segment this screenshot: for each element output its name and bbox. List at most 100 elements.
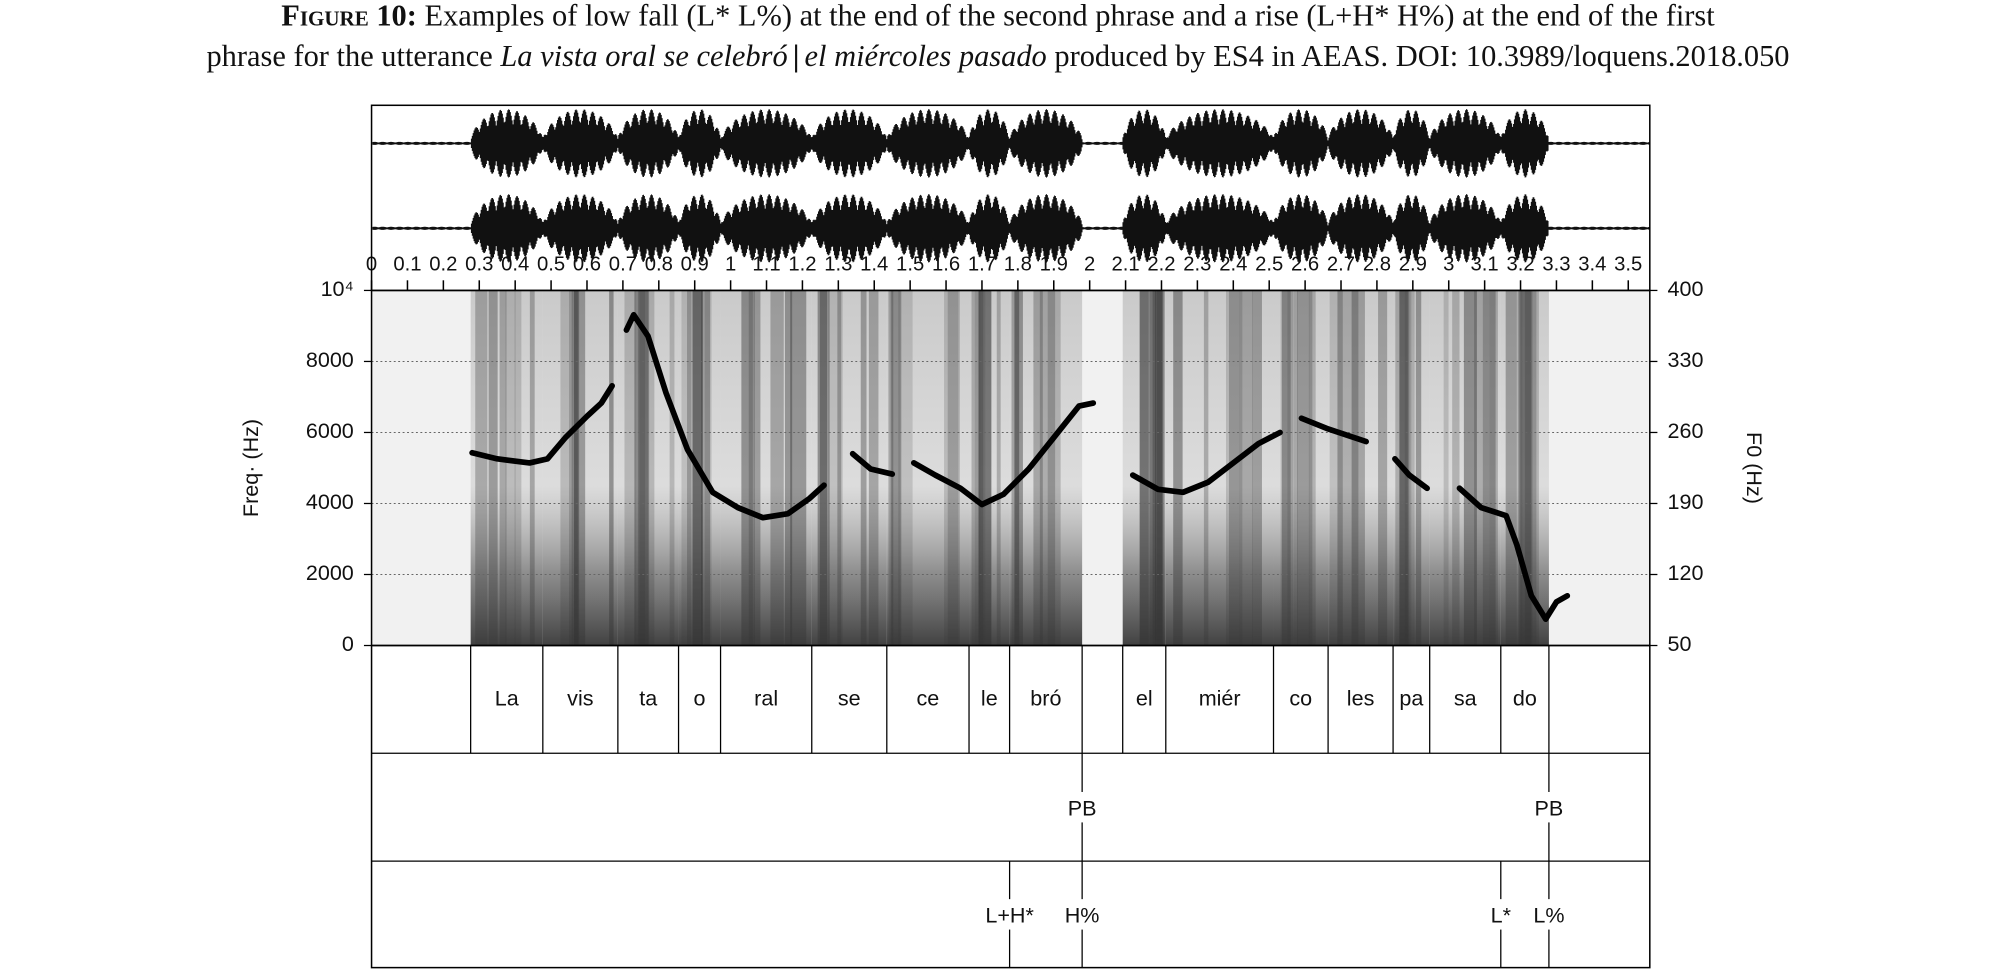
spectrogram-streak <box>529 290 535 646</box>
y-tick-label: 4000 <box>306 489 354 514</box>
spectrogram-streak <box>1293 290 1310 646</box>
spectrogram-streak <box>569 290 586 646</box>
spectrogram-streak <box>741 290 755 646</box>
spectrogram-streak <box>944 290 959 646</box>
spectrogram-streak <box>971 290 984 646</box>
x-tick-label: 0.8 <box>645 253 673 275</box>
syllable-label: co <box>1289 686 1312 711</box>
caption-separator: | <box>793 39 800 73</box>
spectrogram-band <box>542 290 618 646</box>
spectrogram-streak <box>1351 290 1359 646</box>
spectrogram-streak <box>1149 290 1164 646</box>
x-tick-label: 2.3 <box>1183 253 1211 275</box>
spectrogram-streak <box>1415 290 1422 646</box>
spectrogram-streak <box>1482 290 1498 646</box>
spectrogram-band <box>1500 290 1549 646</box>
tier-frame <box>370 644 1651 969</box>
spectrogram-band <box>1429 290 1501 646</box>
caption-label: Figure 10: <box>281 0 417 32</box>
caption-text: produced by ES4 in AEAS. DOI: 10.3989/lo… <box>1047 39 1790 73</box>
spectrogram-streak <box>1033 290 1043 646</box>
plot: 0 2000 4000 6000 8000 10⁴ 50 120 190 260 330 400 Fre… <box>238 104 1767 969</box>
caption-line: Figure 10: Examples of low fall (L* L%) … <box>281 0 1715 32</box>
spectrogram-streak <box>1517 290 1523 646</box>
spectrogram-streak <box>790 290 807 646</box>
spectrogram-streak <box>637 290 650 646</box>
x-tick-label: 1.1 <box>752 253 780 275</box>
x-tick-label: 2.2 <box>1147 253 1175 275</box>
spectrogram-streak <box>1047 290 1061 646</box>
x-tick-label: 0.2 <box>429 253 457 275</box>
spectrogram-streak <box>1139 290 1149 646</box>
x-tick-label: 2.8 <box>1363 253 1391 275</box>
spectrogram-band <box>1273 290 1329 646</box>
spectrogram-streak <box>1014 290 1020 646</box>
spectrogram-band <box>470 290 543 646</box>
spectrogram-streak <box>514 290 522 646</box>
spectrogram-streak <box>1505 290 1517 646</box>
syllable-label: vis <box>567 686 593 711</box>
spectrogram-streak <box>1139 290 1157 646</box>
caption-utterance: el miércoles pasado <box>805 39 1047 73</box>
x-tick-label: 0.6 <box>573 253 601 275</box>
point-label: PB <box>1068 795 1097 820</box>
y-tick-label: 10⁴ <box>321 276 354 301</box>
spectrogram-streak <box>1337 290 1352 646</box>
y-tick-label: 6000 <box>306 418 354 443</box>
spectrogram-band <box>617 290 679 646</box>
spectrogram-streak <box>571 290 578 646</box>
x-tick-label: 2.4 <box>1219 253 1247 275</box>
x-tick-label: 1.8 <box>1004 253 1032 275</box>
spectrogram-streak <box>1225 290 1243 646</box>
y2-axis-label: F0 (Hz) <box>1742 432 1767 504</box>
spectrogram-streak <box>1337 290 1343 646</box>
spectrogram-streak <box>748 290 753 646</box>
spectrogram-streak <box>639 290 655 646</box>
x-tick-label: 3.1 <box>1471 253 1499 275</box>
spectrogram-streak <box>860 290 867 646</box>
x-tick-label: 1 <box>725 253 736 275</box>
x-tick-label: 1.2 <box>788 253 816 275</box>
y2-tick-label: 190 <box>1668 489 1704 514</box>
syllable-label: les <box>1347 686 1375 711</box>
syllable-label: miér <box>1199 686 1241 711</box>
spectrogram-streak <box>1252 290 1262 646</box>
x-tick-label: 2.6 <box>1291 253 1319 275</box>
spectrogram-streak <box>1523 290 1532 646</box>
spectrogram-streak <box>996 290 1001 646</box>
spectrogram-streak <box>974 290 981 646</box>
spectrogram-streak <box>1203 290 1209 646</box>
spectrogram-streak <box>488 290 498 646</box>
spectrogram-streak <box>1287 290 1298 646</box>
f0-contour <box>469 311 1571 622</box>
spectrogram-streak <box>1489 290 1496 646</box>
x-tick-label: 3.2 <box>1506 253 1534 275</box>
spectrogram-streak <box>979 290 986 646</box>
spectrogram-streak <box>1329 290 1338 646</box>
spectrogram-streak <box>560 290 573 646</box>
spectrogram-streak <box>1378 290 1388 646</box>
spectrogram-streak <box>947 290 960 646</box>
x-tick-label: 0.1 <box>393 253 421 275</box>
x-tick-label: 2.7 <box>1327 253 1355 275</box>
spectrogram-streak <box>1228 290 1240 646</box>
spectrogram-streak <box>890 290 901 646</box>
spectrogram-band <box>720 290 812 646</box>
y2-tick-label: 260 <box>1668 418 1704 443</box>
spectrogram-streak <box>1404 290 1412 646</box>
x-tick-label: 0.3 <box>465 253 493 275</box>
point-label: H% <box>1065 903 1100 928</box>
spectrogram-streak <box>609 290 614 646</box>
spectrogram-streak <box>1280 290 1294 646</box>
syllable-label: le <box>981 686 998 711</box>
spectrogram-streak <box>827 290 843 646</box>
x-tick-label: 3.3 <box>1542 253 1570 275</box>
x-tick-label: 1.9 <box>1040 253 1068 275</box>
x-tick-label: 1.5 <box>896 253 924 275</box>
spectrogram-streak <box>1463 290 1477 646</box>
x-tick-label: 1.4 <box>860 253 888 275</box>
syllable-label: pa <box>1399 686 1423 711</box>
syllable-label: bró <box>1030 686 1061 711</box>
syllable-label: se <box>838 686 861 711</box>
